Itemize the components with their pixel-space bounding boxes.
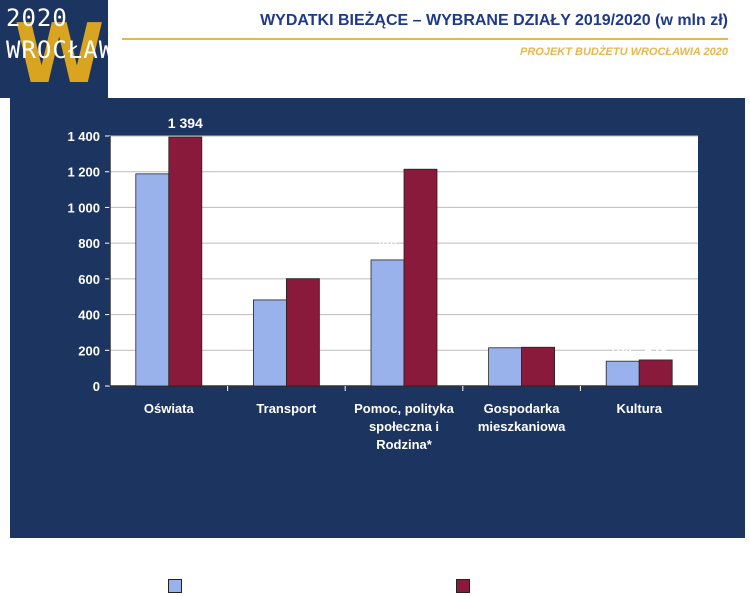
legend-item-plan: Plan 01.01.2019: [168, 576, 313, 596]
x-tick-label: Kultura: [616, 401, 662, 416]
bar-projekt: [168, 136, 203, 387]
bar-chart: 0 200 400 600 800 1 000 1 200 1 400 1 188 1 394 Oś…: [67, 115, 698, 452]
x-tick-label: mieszkaniowa: [478, 419, 566, 434]
logo: W 2020 WROCŁAW: [0, 0, 108, 98]
y-tick-label: 600: [78, 272, 100, 287]
y-tick-label: 1 200: [67, 165, 100, 180]
data-label: 146: [644, 338, 668, 354]
bar-plan: [370, 259, 405, 387]
x-tick-label: Oświata: [144, 401, 195, 416]
bar-plan: [252, 299, 287, 387]
data-label: 139: [609, 339, 633, 355]
y-tick-label: 200: [78, 343, 100, 358]
footnote: * Zwiększenie m.in. w związku z 500+: [32, 538, 250, 553]
x-tick-label: Rodzina*: [376, 437, 433, 452]
x-tick-label: Transport: [256, 401, 317, 416]
legend-label-plan: Plan 01.01.2019: [187, 576, 313, 595]
data-label: 482: [256, 278, 280, 294]
x-tick-label: społeczna i: [369, 419, 439, 434]
bar-projekt: [403, 168, 438, 387]
x-tick-label: Gospodarka: [484, 401, 561, 416]
data-label: 214: [491, 326, 515, 342]
x-tick-label: Pomoc, polityka: [354, 401, 454, 416]
logo-letter: W: [14, 7, 105, 98]
y-tick-label: 800: [78, 236, 100, 251]
y-tick-label: 400: [78, 308, 100, 323]
bar-plan: [605, 360, 640, 387]
legend-label-projekt: Projekt 2020: [475, 576, 576, 595]
page-subtitle: PROJEKT BUDŻETU WROCŁAWIA 2020: [519, 46, 728, 58]
bar-projekt: [638, 359, 673, 387]
y-tick-label: 1 400: [67, 129, 100, 144]
legend-swatch-plan: [168, 579, 182, 593]
bar-projekt: [521, 346, 556, 387]
data-label: 1 394: [168, 115, 203, 131]
data-label: 1 188: [133, 152, 168, 168]
data-label: 601: [291, 257, 315, 273]
chart-panel: 0 200 400 600 800 1 000 1 200 1 400 1 188 1 394 Oś…: [10, 98, 745, 595]
bar-plan: [488, 347, 523, 387]
logo-year: 2020: [6, 4, 68, 32]
bar-plan: [135, 173, 170, 387]
header-divider: [122, 38, 728, 40]
y-tick-label: 1 000: [67, 200, 100, 215]
legend-item-projekt: Projekt 2020: [456, 576, 575, 596]
data-label: 1 214: [403, 147, 438, 163]
data-label: 217: [526, 325, 550, 341]
y-tick-label: 0: [93, 379, 100, 394]
legend-swatch-projekt: [456, 579, 470, 593]
bar-projekt: [285, 278, 320, 387]
logo-city: WROCŁAW: [6, 36, 108, 64]
page-title: WYDATKI BIEŻĄCE – WYBRANE DZIAŁY 2019/20…: [260, 12, 728, 29]
data-label: 706: [374, 238, 398, 254]
